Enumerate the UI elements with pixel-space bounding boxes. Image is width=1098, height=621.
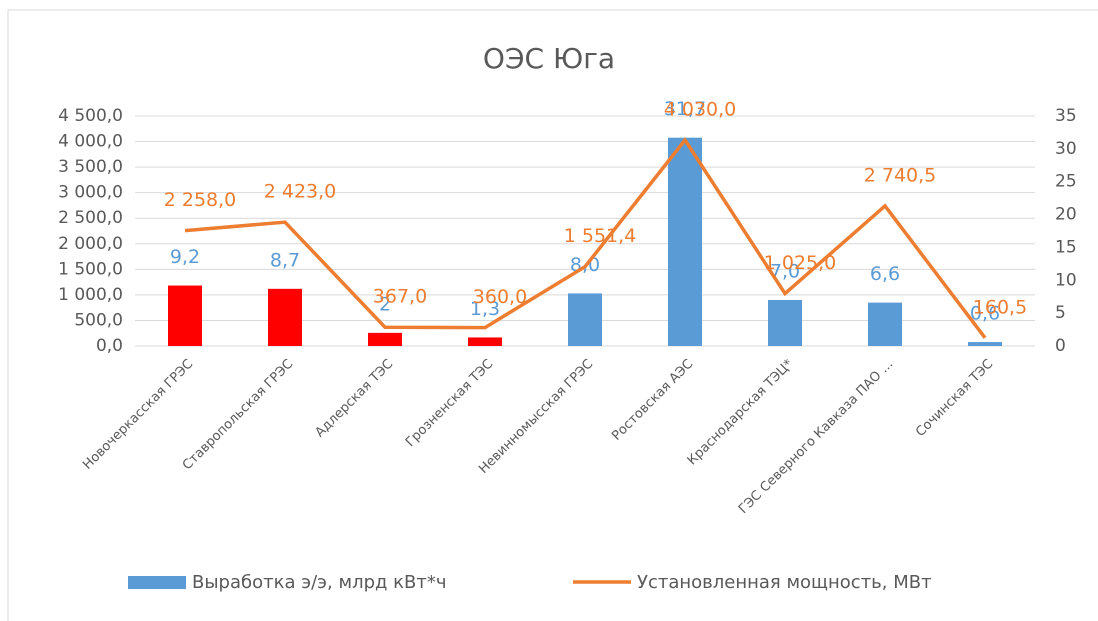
y-tick-label: 4 000,0 <box>58 132 123 152</box>
line-value-label: 1 025,0 <box>764 252 837 274</box>
y2-tick-label: 35 <box>1055 106 1077 126</box>
y-tick-label: 2 500,0 <box>58 208 123 228</box>
bar-value-label: 0,6 <box>970 303 1000 325</box>
line-value-label: 360,0 <box>473 286 527 308</box>
legend-label: Выработка э/э, млрд кВт*ч <box>192 572 447 593</box>
legend-swatch <box>128 576 186 589</box>
line-value-label: 1 551,4 <box>564 225 637 247</box>
line-value-label: 2 423,0 <box>264 181 337 203</box>
bar <box>968 342 1002 346</box>
bar-value-label: 7,0 <box>770 261 800 283</box>
bar <box>168 285 202 346</box>
bar-value-label: 31,7 <box>664 98 706 120</box>
y-tick-label: 3 000,0 <box>58 183 123 203</box>
line-value-label: 2 740,5 <box>864 164 937 186</box>
y2-tick-label: 0 <box>1055 336 1066 356</box>
bar-value-label: 9,2 <box>170 246 200 268</box>
bar <box>568 293 602 346</box>
bar <box>768 300 802 346</box>
y-tick-label: 500,0 <box>74 310 123 330</box>
bar <box>468 337 502 346</box>
y-tick-label: 1 500,0 <box>58 259 123 279</box>
bar-value-label: 2 <box>379 293 391 315</box>
bar <box>268 288 302 346</box>
bar <box>368 332 402 346</box>
line-value-label: 2 258,0 <box>164 189 237 211</box>
y-tick-label: 0,0 <box>96 336 123 356</box>
line-value-label: 367,0 <box>373 286 427 308</box>
bar-value-label: 1,3 <box>470 298 500 320</box>
line <box>184 137 987 339</box>
bar-value-label: 8,7 <box>270 249 300 271</box>
y-tick-label: 4 500,0 <box>58 106 123 126</box>
y2-tick-label: 5 <box>1055 303 1066 323</box>
bar <box>868 302 902 346</box>
bar-value-label: 6,6 <box>870 263 900 285</box>
chart-title: ОЭС Юга <box>483 42 615 75</box>
y2-tick-label: 15 <box>1055 237 1077 257</box>
y2-tick-label: 20 <box>1055 205 1077 225</box>
legend-label: Установленная мощность, МВт <box>637 572 932 593</box>
bar <box>668 137 702 346</box>
y2-tick-label: 10 <box>1055 270 1077 290</box>
line-value-label: 4 030,0 <box>664 99 737 121</box>
y-tick-label: 3 500,0 <box>58 157 123 177</box>
y2-tick-label: 25 <box>1055 172 1077 192</box>
y-tick-label: 2 000,0 <box>58 234 123 254</box>
line-value-label: 160,5 <box>973 296 1027 318</box>
y2-tick-label: 30 <box>1055 139 1077 159</box>
y-tick-label: 1 000,0 <box>58 285 123 305</box>
